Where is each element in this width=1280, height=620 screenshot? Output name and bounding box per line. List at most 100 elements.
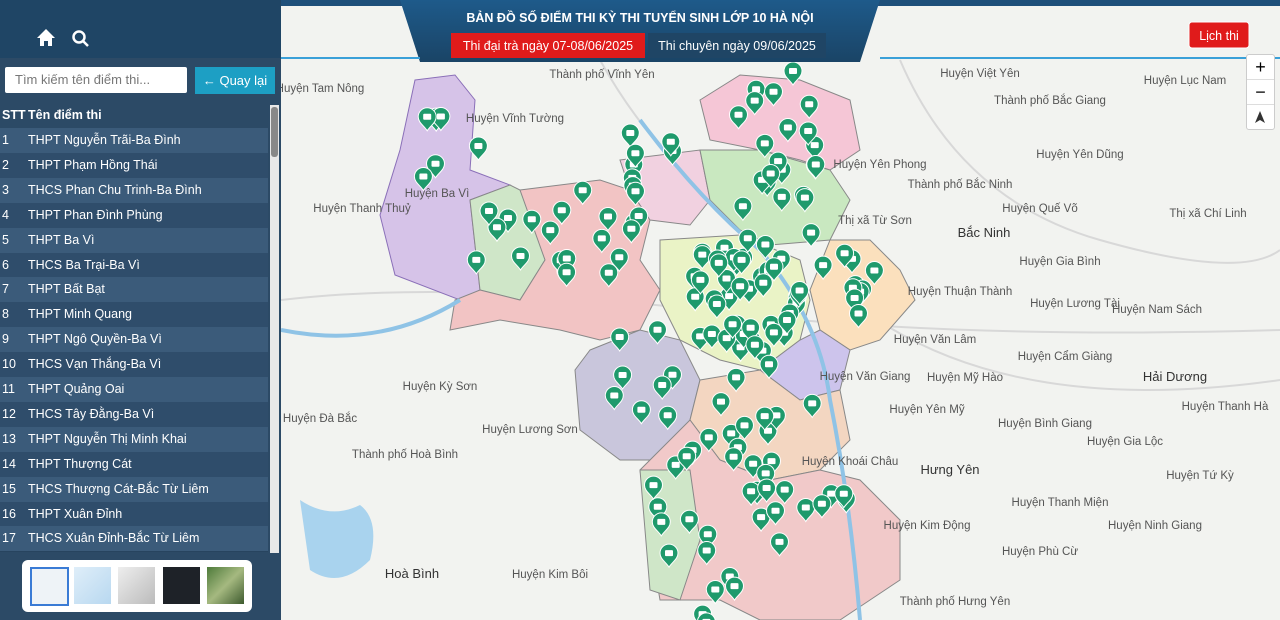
exam-site-pin[interactable] bbox=[522, 209, 542, 235]
exam-site-pin[interactable] bbox=[834, 484, 854, 509]
back-text[interactable]: Quay lại bbox=[219, 73, 268, 88]
exam-site-pin[interactable] bbox=[723, 314, 743, 340]
exam-site-pin[interactable] bbox=[599, 263, 619, 288]
exam-site-pin[interactable] bbox=[812, 494, 832, 519]
tab-regular[interactable] bbox=[451, 33, 645, 58]
exam-site-pin[interactable] bbox=[769, 532, 790, 557]
exam-site-row[interactable]: 3 THCS Phan Chu Trinh-Ba Đình bbox=[0, 177, 268, 204]
exam-site-pin[interactable] bbox=[705, 580, 725, 605]
exam-site-pin[interactable] bbox=[777, 310, 797, 335]
exam-site-pin[interactable] bbox=[679, 509, 699, 535]
exam-site-pin[interactable] bbox=[724, 576, 745, 602]
exam-site-pin[interactable] bbox=[604, 386, 624, 411]
exam-site-pin[interactable] bbox=[661, 132, 681, 157]
map[interactable]: Huyện Tam Nông Thành phố Vĩnh Yên Huyện Vĩ… bbox=[281, 0, 1280, 620]
scroll-thumb[interactable] bbox=[271, 107, 278, 157]
exam-site-pin[interactable] bbox=[709, 253, 729, 278]
exam-site-pin[interactable] bbox=[848, 304, 869, 329]
exam-site-pin[interactable] bbox=[775, 480, 795, 505]
exam-site-pin[interactable] bbox=[609, 247, 629, 273]
exam-site-pin[interactable] bbox=[734, 415, 755, 441]
exam-site-pin[interactable] bbox=[764, 322, 784, 348]
exam-site-pin[interactable] bbox=[707, 294, 727, 319]
exam-site-row[interactable]: 4 THPT Phan Đình Phùng bbox=[0, 202, 268, 229]
back-button[interactable]: ← Quay lại bbox=[195, 67, 275, 94]
exam-site-pin[interactable] bbox=[802, 393, 822, 419]
exam-site-pin[interactable] bbox=[487, 217, 507, 243]
exam-site-row[interactable]: 6 THCS Ba Trại-Ba Vì bbox=[0, 252, 268, 279]
exam-site-pin[interactable] bbox=[728, 105, 749, 130]
exam-site-row[interactable]: 14 THPT Thượng Cát bbox=[0, 451, 268, 478]
exam-site-pin[interactable] bbox=[621, 219, 641, 244]
exam-site-pin[interactable] bbox=[724, 447, 744, 472]
exam-site-row[interactable]: 15 THCS Thượng Cát-Bắc Từ Liêm bbox=[0, 476, 268, 503]
exam-site-row[interactable]: 7 THPT Bất Bạt bbox=[0, 277, 268, 304]
exam-site-row[interactable]: 1 THPT Nguyễn Trãi-Ba Đình bbox=[0, 128, 268, 154]
exam-site-pin[interactable] bbox=[745, 335, 765, 360]
exam-site-pin[interactable] bbox=[702, 324, 722, 349]
exam-site-row[interactable]: 13 THPT Nguyễn Thị Minh Khai bbox=[0, 426, 268, 453]
schedule-text[interactable]: Lịch thi bbox=[1199, 29, 1239, 43]
exam-site-pin[interactable] bbox=[733, 196, 753, 222]
exam-site-row[interactable]: 10 THCS Vạn Thắng-Ba Vì bbox=[0, 352, 268, 379]
exam-site-pin[interactable] bbox=[732, 250, 752, 275]
exam-site-pin[interactable] bbox=[790, 281, 810, 306]
exam-site-row[interactable]: 5 THPT Ba Vì bbox=[0, 227, 268, 254]
exam-site-pin[interactable] bbox=[690, 270, 710, 295]
exam-site-pin[interactable] bbox=[631, 400, 651, 425]
exam-site-pin[interactable] bbox=[813, 255, 833, 281]
exam-site-pin[interactable] bbox=[835, 243, 855, 269]
zoom-out[interactable]: − bbox=[1247, 80, 1274, 105]
exam-site-pin[interactable] bbox=[799, 94, 819, 120]
exam-site-row[interactable]: 9 THPT Ngô Quyền-Ba Vì bbox=[0, 327, 268, 354]
exam-site-pin[interactable] bbox=[652, 375, 672, 400]
exam-site-row[interactable]: 12 THCS Tây Đằng-Ba Vì bbox=[0, 401, 268, 428]
exam-site-pin[interactable] bbox=[625, 181, 646, 207]
exam-site-pin[interactable] bbox=[625, 143, 645, 169]
exam-site-pin[interactable] bbox=[763, 82, 784, 107]
exam-site-pin[interactable] bbox=[468, 136, 488, 161]
exam-site-pin[interactable] bbox=[417, 107, 437, 132]
exam-site-pin[interactable] bbox=[864, 261, 884, 286]
exam-site-pin[interactable] bbox=[610, 327, 630, 352]
basemap-thumb[interactable] bbox=[207, 567, 244, 604]
home-icon[interactable] bbox=[37, 29, 55, 46]
exam-site-pin[interactable] bbox=[778, 118, 798, 143]
search-icon[interactable] bbox=[72, 30, 89, 47]
exam-site-pin[interactable] bbox=[658, 405, 678, 431]
exam-site-pin[interactable] bbox=[772, 187, 792, 212]
exam-site-pin[interactable] bbox=[540, 220, 560, 246]
exam-site-pin[interactable] bbox=[613, 365, 633, 390]
exam-site-pin[interactable] bbox=[413, 167, 433, 192]
exam-site-pin[interactable] bbox=[798, 121, 818, 146]
exam-site-pin[interactable] bbox=[510, 246, 531, 271]
exam-site-pin[interactable] bbox=[699, 427, 719, 453]
exam-site-row[interactable]: 16 THPT Xuân Đỉnh bbox=[0, 501, 268, 528]
exam-site-pin[interactable] bbox=[738, 228, 758, 254]
exam-site-pin[interactable] bbox=[592, 228, 612, 254]
zoom-in[interactable]: + bbox=[1247, 55, 1274, 80]
exam-site-pin[interactable] bbox=[573, 180, 593, 206]
basemap-thumb[interactable] bbox=[74, 567, 111, 604]
exam-site-pin[interactable] bbox=[620, 123, 640, 148]
exam-site-pin[interactable] bbox=[753, 273, 773, 298]
exam-site-pin[interactable] bbox=[651, 512, 671, 537]
exam-site-pin[interactable] bbox=[552, 200, 572, 226]
basemap-thumb[interactable] bbox=[30, 567, 69, 606]
tab-specialized[interactable] bbox=[648, 33, 826, 58]
exam-site-pin[interactable] bbox=[806, 155, 826, 180]
exam-site-pin[interactable] bbox=[466, 250, 486, 275]
exam-site-pin[interactable] bbox=[796, 498, 816, 523]
tab-regular-text[interactable]: Thi đại trà ngày 07-08/06/2025 bbox=[463, 39, 633, 53]
exam-site-row[interactable]: 8 THPT Minh Quang bbox=[0, 302, 268, 329]
schedule-button[interactable] bbox=[1188, 21, 1250, 49]
exam-site-pin[interactable] bbox=[711, 392, 731, 417]
exam-site-pin[interactable] bbox=[741, 481, 761, 507]
exam-site-pin[interactable] bbox=[730, 276, 750, 302]
exam-site-pin[interactable] bbox=[764, 257, 784, 282]
exam-site-pin[interactable] bbox=[479, 201, 499, 226]
exam-site-pin[interactable] bbox=[643, 475, 664, 501]
exam-site-pin[interactable] bbox=[659, 543, 679, 569]
exam-site-pin[interactable] bbox=[647, 320, 668, 345]
exam-site-pin[interactable] bbox=[692, 245, 712, 270]
